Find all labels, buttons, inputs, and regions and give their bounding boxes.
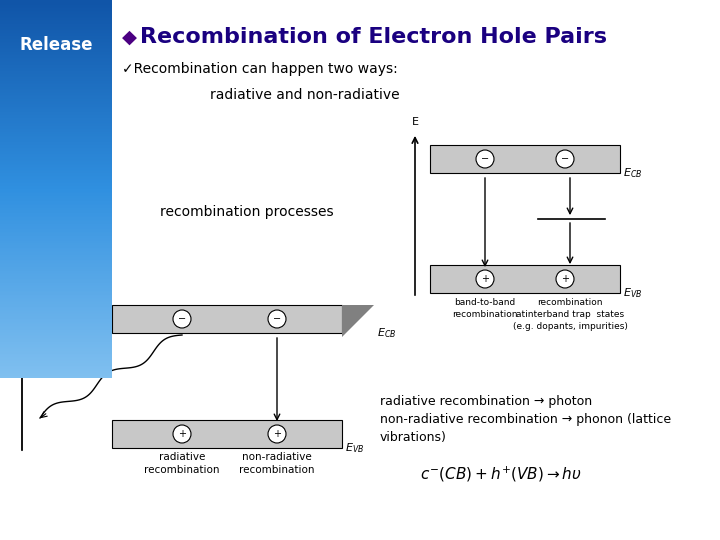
Text: $E_{VB}$: $E_{VB}$ [345, 441, 364, 455]
Circle shape [476, 150, 494, 168]
Text: ◆: ◆ [122, 28, 137, 47]
Bar [430, 145, 620, 173]
Polygon shape [112, 305, 342, 333]
Text: −: − [273, 314, 281, 324]
Text: +: + [561, 274, 569, 284]
Bar [112, 420, 342, 448]
Text: radiative recombination → photon: radiative recombination → photon [380, 395, 592, 408]
Text: recombination: recombination [239, 465, 315, 475]
Bar [430, 265, 620, 293]
Text: Release: Release [19, 36, 93, 55]
Text: E=hυ: E=hυ [50, 358, 78, 368]
Text: recombination: recombination [537, 298, 603, 307]
Text: E: E [412, 117, 418, 127]
Text: $c^{-}(CB)+h^{+}(VB)\rightarrow h\upsilon$: $c^{-}(CB)+h^{+}(VB)\rightarrow h\upsilo… [420, 465, 582, 484]
Text: $E_{CB}$: $E_{CB}$ [377, 326, 396, 340]
Text: Recombination of Electron Hole Pairs: Recombination of Electron Hole Pairs [140, 27, 607, 47]
Text: atinterband trap  states: atinterband trap states [516, 310, 624, 319]
Text: non-radiative recombination → phonon (lattice: non-radiative recombination → phonon (la… [380, 413, 671, 426]
Text: non-radiative: non-radiative [242, 452, 312, 462]
Text: radiative and non-radiative: radiative and non-radiative [210, 88, 400, 102]
Circle shape [173, 310, 191, 328]
Circle shape [476, 270, 494, 288]
Text: recombination: recombination [452, 310, 518, 319]
Text: vibrations): vibrations) [380, 431, 447, 444]
Circle shape [173, 425, 191, 443]
Text: E: E [18, 274, 26, 287]
Text: band-to-band: band-to-band [454, 298, 516, 307]
Text: $E_{VB}$: $E_{VB}$ [623, 286, 642, 300]
Circle shape [268, 425, 286, 443]
Text: +: + [273, 429, 281, 439]
Text: ✓Recombination can happen two ways:: ✓Recombination can happen two ways: [122, 62, 397, 76]
Text: recombination processes: recombination processes [160, 205, 333, 219]
Text: +: + [481, 274, 489, 284]
Circle shape [556, 150, 574, 168]
Text: recombination: recombination [144, 465, 220, 475]
Polygon shape [342, 305, 374, 337]
Text: −: − [481, 154, 489, 164]
Circle shape [268, 310, 286, 328]
Circle shape [556, 270, 574, 288]
Text: (e.g. dopants, impurities): (e.g. dopants, impurities) [513, 322, 627, 331]
Text: +: + [178, 429, 186, 439]
Text: −: − [561, 154, 569, 164]
Text: −: − [178, 314, 186, 324]
Text: $E_{CB}$: $E_{CB}$ [623, 166, 642, 180]
Text: radiative: radiative [159, 452, 205, 462]
